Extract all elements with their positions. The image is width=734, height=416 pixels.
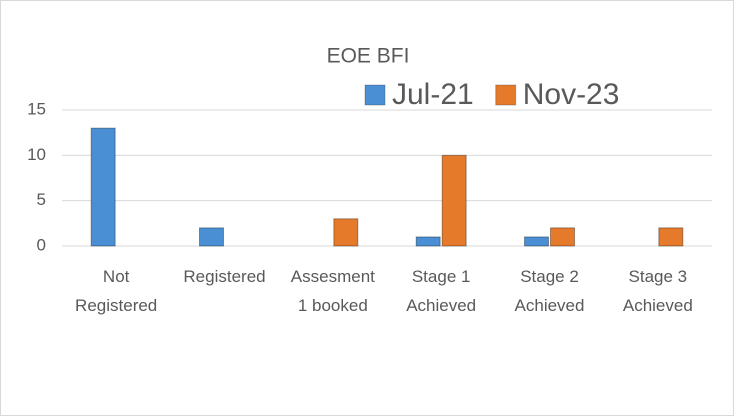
y-tick-label: 10 — [27, 145, 46, 164]
legend-label: Jul-21 — [392, 78, 474, 111]
legend-swatch — [495, 84, 517, 106]
x-tick-label: Stage 3 Achieved — [622, 267, 693, 315]
y-tick-label: 15 — [27, 99, 46, 118]
x-tick-label: Stage 1 Achieved — [406, 267, 477, 315]
bar — [415, 236, 441, 247]
bar — [90, 127, 116, 247]
legend-swatch — [364, 84, 386, 106]
x-tick-label: Registered — [183, 267, 266, 286]
chart-title: EOE BFI — [327, 45, 410, 68]
bar — [524, 236, 549, 247]
x-tick-label: Assesment 1 booked — [290, 267, 375, 315]
bar — [333, 218, 359, 247]
bar — [658, 227, 684, 247]
y-tick-label: 5 — [37, 190, 46, 209]
x-tick-label: Stage 2 Achieved — [514, 267, 585, 315]
y-tick-label: 0 — [37, 235, 46, 254]
bar — [441, 154, 467, 247]
bar — [550, 227, 575, 247]
bar — [199, 227, 224, 247]
x-tick-label: Not Registered — [75, 267, 158, 315]
legend-label: Nov-23 — [523, 78, 620, 111]
